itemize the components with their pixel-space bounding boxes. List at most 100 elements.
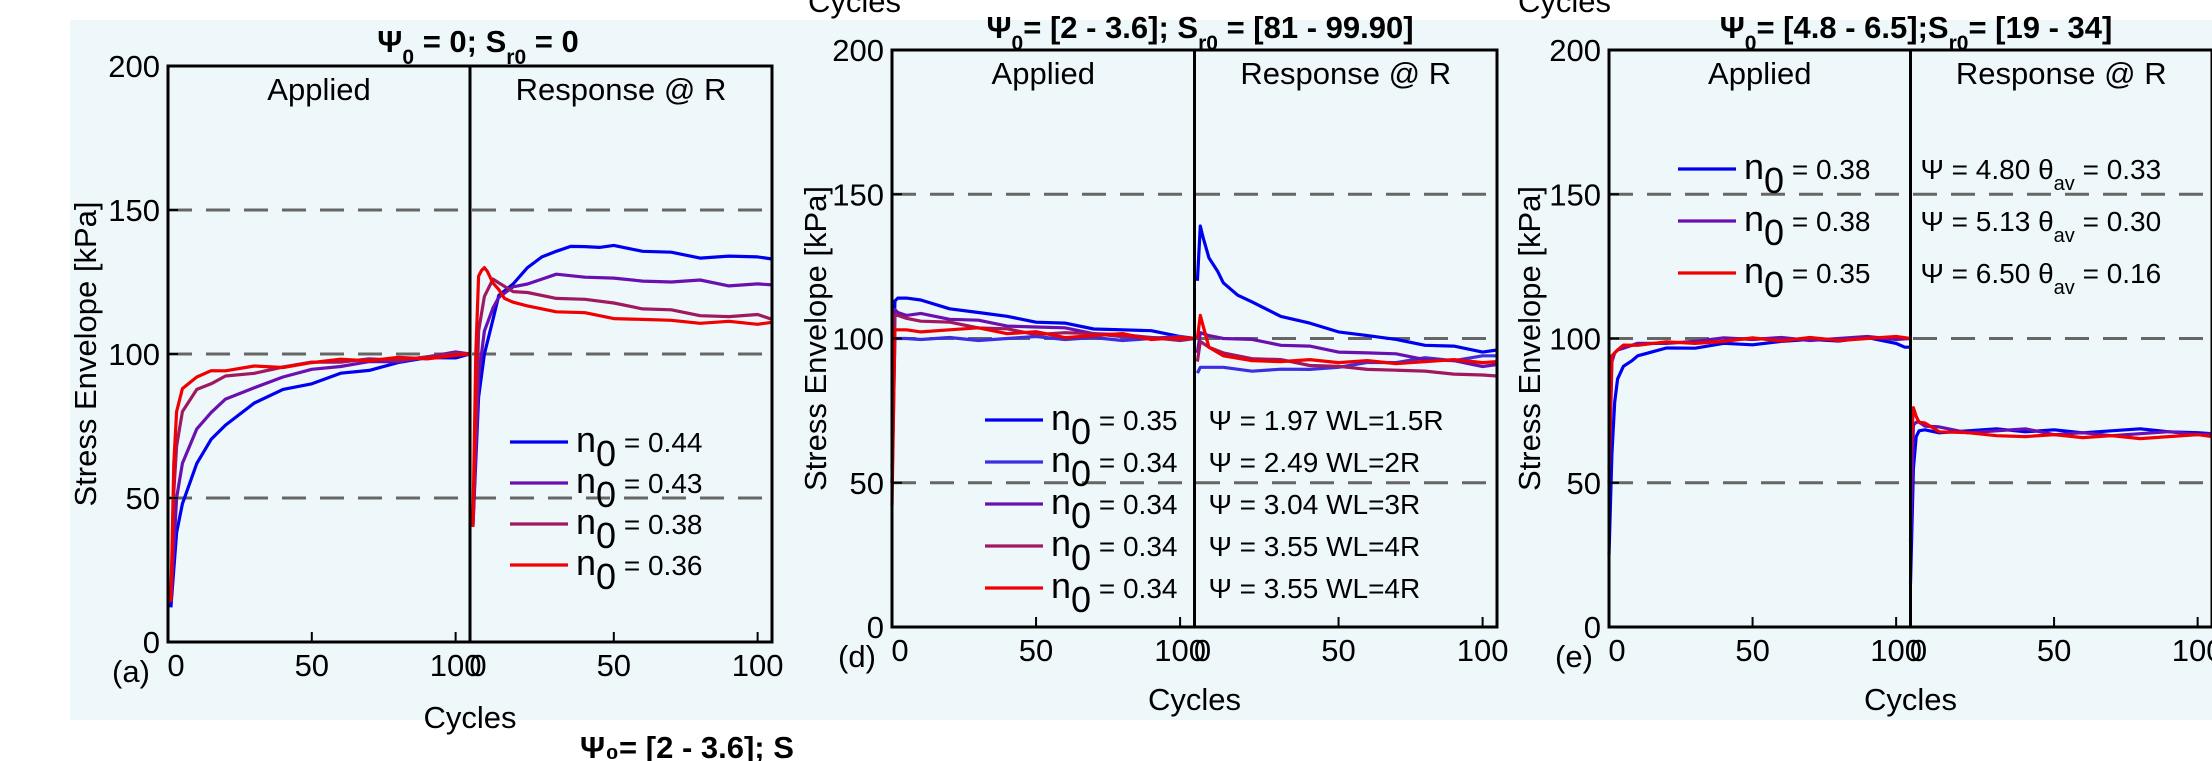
applied-series-line <box>890 296 1195 469</box>
legend-theta-value: = 0.30 <box>2075 206 2161 237</box>
y-tick-label: 150 <box>832 177 884 212</box>
legend-n-subscript: 0 <box>1071 537 1091 578</box>
x-tick-label-response: 100 <box>2172 633 2212 668</box>
panel-title: Ψ0 = 0; Sr0 = 0 <box>377 24 578 69</box>
y-tick-label: 100 <box>832 322 884 357</box>
response-series-line <box>1195 313 1498 366</box>
legend-n-value: = 0.43 <box>616 468 702 499</box>
applied-series-line <box>169 352 471 608</box>
subpanel-title-response: Response @ R <box>1956 56 2167 91</box>
x-tick-label-applied: 50 <box>295 648 329 683</box>
legend-n-value: = 0.36 <box>616 550 702 581</box>
legend-n-value: = 0.38 <box>1784 206 1870 237</box>
x-tick-label-applied: 0 <box>891 633 908 668</box>
legend-n-value: = 0.34 <box>1091 573 1177 604</box>
legend-entry: n0 = 0.34 <box>1051 439 1177 494</box>
response-series-line <box>471 266 773 527</box>
title-psi-subscript: 0 <box>402 46 414 69</box>
legend-n-value: = 0.38 <box>616 509 702 540</box>
legend-extra: Ψ = 6.50 θav = 0.16 <box>1921 258 2162 299</box>
legend-extra: Ψ = 3.55 WL=4R <box>1209 531 1421 562</box>
legend-theta-value: = 0.16 <box>2075 258 2161 289</box>
y-tick-label: 150 <box>108 193 160 228</box>
x-axis-label: Cycles <box>1148 682 1241 717</box>
chart-panel-e: 050100150200005050100100AppliedResponse … <box>1512 10 2212 717</box>
legend-theta-symbol: θ <box>2030 154 2053 185</box>
response-series-line <box>1908 406 2212 455</box>
legend-entry: n0 = 0.34 <box>1051 481 1177 536</box>
y-tick-label: 50 <box>126 481 160 516</box>
x-tick-label-applied: 100 <box>430 648 482 683</box>
legend-n-symbol: n <box>1051 565 1071 606</box>
title-psi-subscript: 0 <box>1012 32 1024 55</box>
legend-n-symbol: n <box>1051 439 1071 480</box>
legend-entry: n0 = 0.44 <box>576 419 702 474</box>
legend-n-subscript: 0 <box>1071 495 1091 536</box>
legend-n-symbol: n <box>576 501 596 542</box>
legend-n-value: = 0.35 <box>1091 405 1177 436</box>
title-s-value: = 0 <box>526 24 579 59</box>
title-psi-symbol: Ψ <box>986 10 1011 45</box>
legend-extra: Ψ = 1.97 WL=1.5R <box>1209 405 1444 436</box>
legend-n-value: = 0.34 <box>1091 489 1177 520</box>
light-blue-panel-background <box>70 20 2212 720</box>
legend-n-symbol: n <box>1051 481 1071 522</box>
x-tick-label-response: 0 <box>469 648 486 683</box>
legend-n-subscript: 0 <box>1764 264 1784 305</box>
legend-n-value: = 0.34 <box>1091 531 1177 562</box>
legend-theta-subscript: av <box>2054 225 2075 247</box>
legend-entry: n0 = 0.38 <box>576 501 702 556</box>
legend-theta-value: = 0.33 <box>2075 154 2161 185</box>
applied-series-line <box>169 351 471 602</box>
subpanel-title-response: Response @ R <box>516 72 727 107</box>
legend-extra: Ψ = 5.13 θav = 0.30 <box>1921 206 2162 247</box>
legend-psi-value: Ψ = 5.13 <box>1921 206 2031 237</box>
legend-theta-symbol: θ <box>2030 258 2053 289</box>
response-series-line <box>471 243 773 527</box>
legend-entry: n0 = 0.34 <box>1051 565 1177 620</box>
y-tick-label: 100 <box>1549 322 1601 357</box>
x-tick-label-response: 0 <box>1194 633 1211 668</box>
legend-n-subscript: 0 <box>1071 453 1091 494</box>
subpanel-title-applied: Applied <box>1708 56 1811 91</box>
legend-entry: n0 = 0.35 <box>1744 250 1870 305</box>
legend-n-subscript: 0 <box>1071 411 1091 452</box>
panel-tag: (e) <box>1555 639 1593 674</box>
legend-n-value: = 0.44 <box>616 427 702 458</box>
panel-title: Ψ0= [2 - 3.6]; Sr0 = [81 - 99.90] <box>986 10 1413 55</box>
legend-n-symbol: n <box>576 419 596 460</box>
y-axis-label: Stress Envelope [kPa] <box>798 186 833 491</box>
legend-n-symbol: n <box>576 460 596 501</box>
y-axis-label: Stress Envelope [kPa] <box>1512 186 1547 491</box>
title-psi-symbol: Ψ <box>377 24 402 59</box>
subpanel-title-applied: Applied <box>267 72 370 107</box>
title-psi-value: = 0; S <box>414 24 506 59</box>
legend-theta-subscript: av <box>2054 277 2075 299</box>
x-axis-label: Cycles <box>1864 682 1957 717</box>
applied-series-line <box>169 352 471 602</box>
cropped-cycles-label-top: Cycles <box>1518 0 1611 19</box>
panel-title: Ψ0= [4.8 - 6.5];Sr0= [19 - 34] <box>1720 10 2113 55</box>
panel-tag: (d) <box>838 639 876 674</box>
x-tick-label-applied: 100 <box>1154 633 1206 668</box>
legend-n-subscript: 0 <box>596 433 616 474</box>
y-tick-label: 0 <box>1584 610 1601 645</box>
x-tick-label-response: 50 <box>2037 633 2071 668</box>
legend-entry: n0 = 0.38 <box>1744 146 1870 201</box>
legend-n-subscript: 0 <box>596 556 616 597</box>
legend-n-subscript: 0 <box>1071 579 1091 620</box>
title-s-subscript: r0 <box>1949 32 1969 55</box>
applied-series-line <box>1607 334 1911 469</box>
title-psi-symbol: Ψ <box>1720 10 1745 45</box>
applied-series-line <box>890 326 1195 506</box>
legend-n-value: = 0.38 <box>1784 154 1870 185</box>
applied-series-line <box>1607 335 1911 555</box>
response-series-line <box>1908 427 2212 584</box>
x-tick-label-applied: 50 <box>1735 633 1769 668</box>
legend-entry: n0 = 0.35 <box>1051 397 1177 452</box>
legend-n-subscript: 0 <box>596 474 616 515</box>
cropped-cycles-label-top: Cycles <box>808 0 901 19</box>
